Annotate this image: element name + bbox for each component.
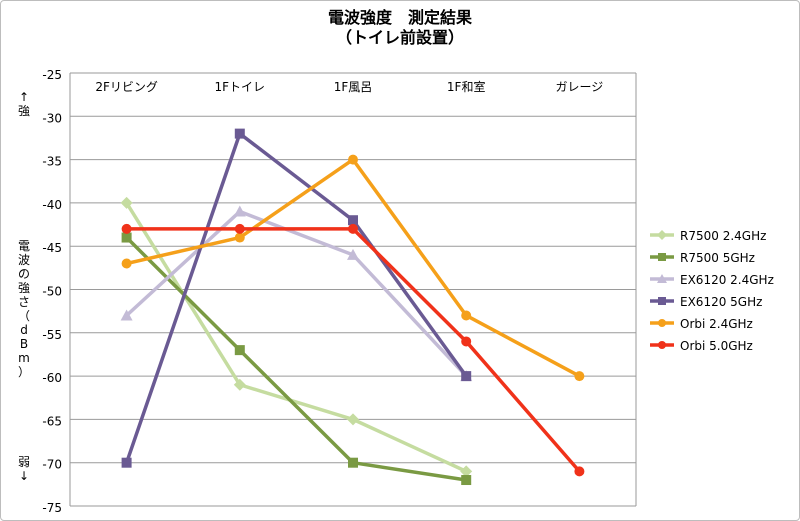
x-category-labels: 2Fリビング 1Fトイレ 1F風呂 1F和室 ガレージ [95, 79, 603, 94]
legend-item: Orbi 5.0GHz [650, 339, 753, 353]
series-marker [121, 457, 132, 468]
chart-subtitle: （トイレ前設置） [335, 28, 464, 47]
y-tick-label: -35 [42, 155, 62, 169]
series-marker [348, 154, 358, 165]
y-label-char: 強 [18, 281, 30, 295]
y-label-char: 電 [18, 239, 30, 253]
y-tick-label: -45 [42, 241, 62, 255]
series-marker [234, 345, 245, 356]
series-marker [461, 475, 472, 486]
series-marker [461, 336, 472, 347]
y-tick-label: -25 [42, 68, 62, 82]
y-tick-label: -75 [42, 501, 62, 515]
y-label-weak: 弱↓ [18, 455, 30, 483]
y-label-char: B [20, 337, 28, 351]
y-tick-label: -60 [42, 371, 62, 385]
y-tick-label: -55 [42, 328, 62, 342]
y-label-char: 波 [18, 253, 30, 267]
x-category-label: ガレージ [556, 80, 604, 94]
legend-label: Orbi 2.4GHz [680, 317, 753, 331]
series-marker [348, 457, 358, 468]
series-line [125, 236, 467, 482]
legend-item: EX6120 5GHz [650, 295, 762, 309]
y-label-char: m [18, 351, 30, 365]
legend-label: EX6120 5GHz [680, 295, 762, 309]
series-marker [461, 310, 472, 321]
series-marker [234, 128, 245, 139]
series-marker [234, 232, 245, 243]
y-label-char: d [20, 323, 28, 337]
y-label-char: ↓ [19, 469, 29, 483]
y-tick-label: -30 [42, 111, 62, 125]
y-label-char: ） [18, 365, 30, 379]
series-marker [120, 309, 133, 321]
x-category-label: 1F和室 [447, 79, 486, 94]
series-marker [121, 223, 132, 234]
x-category-label: 1Fトイレ [215, 80, 266, 94]
y-label-char: （ [18, 309, 30, 323]
legend-label: R7500 5GHz [680, 251, 755, 265]
series-marker [233, 205, 246, 217]
y-tick-label: -40 [42, 198, 62, 212]
series-marker [121, 232, 132, 243]
series-marker [234, 223, 245, 234]
y-label-char: 弱 [18, 455, 30, 469]
legend-item: R7500 5GHz [650, 251, 755, 265]
y-tick-label: -70 [42, 458, 62, 472]
y-label-strong: ↑強 [18, 90, 30, 118]
y-tick-label: -50 [42, 285, 62, 299]
legend-swatch-marker [658, 297, 666, 305]
y-label-char: の [18, 267, 30, 281]
y-label-char: ↑ [19, 90, 29, 104]
legend-swatch-marker [658, 341, 666, 349]
y-label-char: 強 [18, 104, 30, 118]
x-category-label: 2Fリビング [95, 80, 158, 94]
series-markers [120, 128, 585, 486]
series-marker [121, 258, 132, 269]
legend-label: R7500 2.4GHz [680, 229, 766, 243]
legend-label: EX6120 2.4GHz [680, 273, 774, 287]
chart-title-line1: 電波強度 測定結果 [327, 8, 472, 27]
series-marker [348, 215, 358, 226]
series-marker [233, 378, 246, 391]
series-line [124, 131, 468, 464]
legend-swatch-marker [657, 230, 667, 240]
series-marker [347, 413, 359, 426]
y-label-char: さ [18, 295, 30, 309]
legend-item: R7500 2.4GHz [650, 229, 766, 243]
legend-item: EX6120 2.4GHz [650, 273, 774, 287]
series-lines [124, 131, 581, 482]
y-tick-labels: -25 -30 -35 -40 -45 -50 -55 -60 -65 -70 -75 [42, 68, 62, 515]
series-marker [347, 248, 359, 260]
x-category-label: 1F風呂 [334, 80, 373, 94]
series-marker [348, 223, 358, 234]
series-line [125, 209, 468, 378]
series-marker [461, 371, 472, 382]
legend-swatch-marker [658, 253, 666, 261]
legend-swatch-marker [658, 319, 666, 327]
y-tick-label: -65 [42, 414, 62, 428]
series-marker [120, 196, 133, 209]
series-marker [460, 465, 473, 478]
legend-swatch-marker [657, 274, 667, 283]
legend: R7500 2.4GHz R7500 5GHz EX6120 2.4GHz EX612… [650, 229, 774, 353]
chart-title: 電波強度 測定結果 （トイレ前設置） [0, 8, 800, 48]
series-marker [574, 466, 585, 477]
legend-item: Orbi 2.4GHz [650, 317, 753, 331]
series-marker [574, 371, 585, 382]
legend-label: Orbi 5.0GHz [680, 339, 753, 353]
